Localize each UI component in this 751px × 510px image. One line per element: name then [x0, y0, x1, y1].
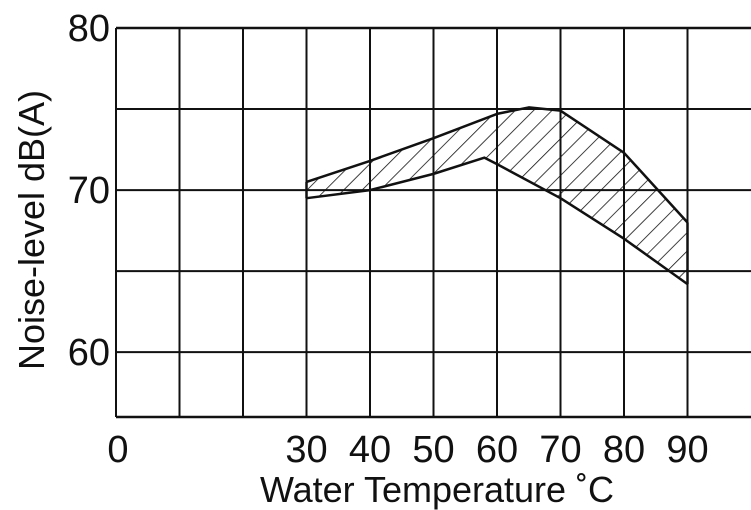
x-tick-label: 70 — [539, 429, 581, 471]
x-tick-label: 0 — [107, 429, 128, 471]
y-tick-label: 80 — [68, 8, 110, 50]
x-tick-label: 50 — [412, 429, 454, 471]
y-axis-label: Noise-level dB(A) — [11, 90, 52, 370]
x-tick-label: 60 — [476, 429, 518, 471]
y-tick-labels: 80 70 60 — [68, 8, 110, 374]
upper-boundary-line — [306, 106, 689, 224]
x-tick-label: 40 — [349, 429, 391, 471]
x-tick-label: 80 — [603, 429, 645, 471]
x-axis-label: Water Temperature ˚C — [260, 469, 614, 510]
hatched-area — [306, 107, 688, 285]
x-tick-label: 90 — [666, 429, 708, 471]
y-tick-label: 60 — [68, 332, 110, 374]
lower-boundary-line — [306, 156, 689, 286]
y-tick-label: 70 — [68, 170, 110, 212]
noise-band — [305, 106, 689, 286]
x-tick-label: 30 — [285, 429, 327, 471]
x-tick-labels: 0 30 40 50 60 70 80 90 — [107, 429, 708, 471]
